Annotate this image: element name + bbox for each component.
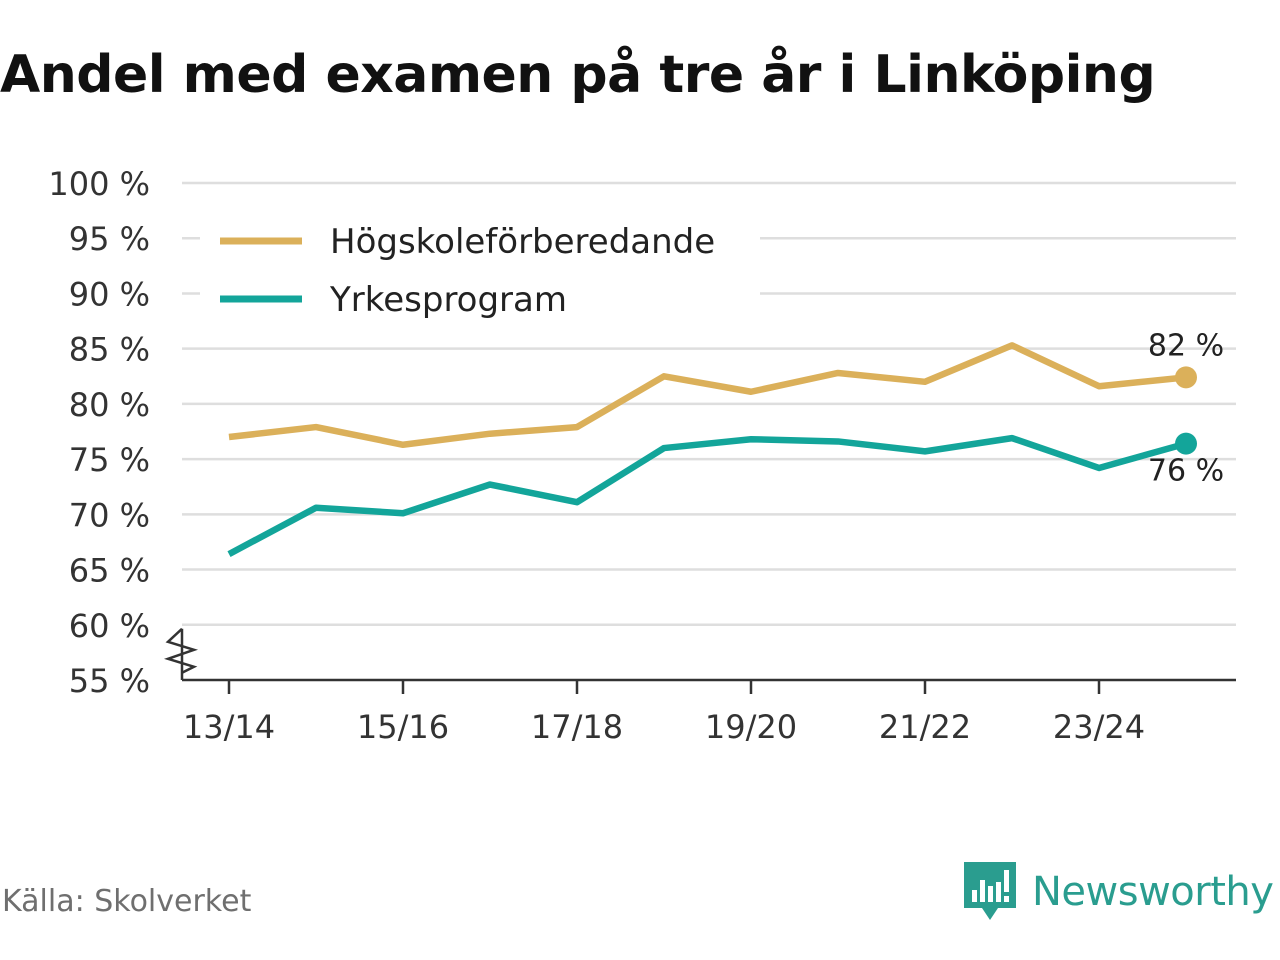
y-tick-label: 60 % [69,607,150,645]
y-tick-label: 75 % [69,441,150,479]
y-tick-label: 100 % [48,165,150,203]
data-point [1012,438,1013,439]
series-line [228,342,1187,449]
data-point [1099,386,1100,387]
series-end-marker [1175,432,1197,455]
y-tick-label: 85 % [69,331,150,369]
x-tick-label: 21/22 [879,708,971,746]
source-note: Källa: Skolverket [2,884,252,919]
y-tick-label: 90 % [69,275,150,313]
y-tick-label: 95 % [69,220,150,258]
data-point [577,427,578,428]
data-point [403,444,404,445]
x-tick-label: 13/14 [183,708,275,746]
data-point [925,381,926,382]
data-point [577,502,578,503]
data-point [925,451,926,452]
data-point [838,372,839,373]
y-tick-label: 80 % [69,386,150,424]
data-point [490,433,491,434]
legend-label: Högskoleförberedande [330,222,715,262]
legend-label: Yrkesprogram [329,280,567,320]
brand-name: Newsworthy [1032,869,1274,915]
x-axis-ticks: 13/14 15/16 17/18 19/20 21/22 23/24 [183,680,1145,746]
series-end-marker [1175,366,1197,389]
data-point [664,448,665,449]
y-tick-label: 55 % [69,662,150,700]
data-point [316,427,317,428]
newsworthy-logo-icon [964,862,1016,920]
y-tick-label: 65 % [69,552,150,590]
data-point [229,554,230,555]
x-tick-label: 23/24 [1053,708,1145,746]
end-labels: 82 % 76 % [1148,328,1224,488]
data-point [1099,467,1100,468]
x-tick-label: 17/18 [531,708,623,746]
y-tick-label: 70 % [69,496,150,534]
series [227,342,1197,557]
data-point [1012,345,1013,346]
axis-break-icon [163,627,199,674]
axes [163,627,1236,682]
y-axis-ticks: 55 % 60 % 65 % 70 % 75 % 80 % 85 % 90 % 95 % 100 … [48,165,150,700]
chart-title: Andel med examen på tre år i Linköping [0,45,1156,105]
end-value-label: 76 % [1148,454,1224,489]
series-line [227,434,1187,557]
x-tick-label: 15/16 [357,708,449,746]
x-tick-label: 19/20 [705,708,797,746]
brand-logo[interactable]: Newsworthy [964,862,1274,922]
data-point [229,437,230,438]
data-point [664,376,665,377]
end-value-label: 82 % [1148,328,1224,363]
legend: Högskoleförberedande Yrkesprogram [200,208,760,320]
data-point [490,484,491,485]
data-point [751,391,752,392]
data-point [316,507,317,508]
data-point [403,513,404,514]
data-point [838,441,839,442]
legend-background [200,208,760,300]
data-point [751,439,752,440]
